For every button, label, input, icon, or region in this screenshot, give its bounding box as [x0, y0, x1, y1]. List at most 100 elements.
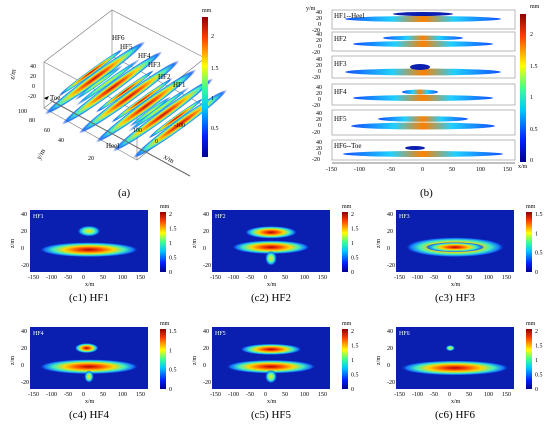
- panel-caption: (c1) HF1: [69, 292, 109, 304]
- b-tick: 20: [316, 117, 322, 123]
- colorbar: [342, 212, 348, 272]
- colorbar-tick: 2: [169, 212, 172, 218]
- x-tick: 100: [484, 392, 493, 398]
- colorbar-unit: mm: [160, 204, 170, 210]
- b-tick: 20: [316, 146, 322, 152]
- panel-c4: HF4 40 20 0 -20 z/m -150 -100 -50 0 50 100 150 x/m mm 1…: [10, 321, 177, 421]
- panel-a: HF6 HF5 HF4 HF3 HF2 HF1 Toe Heel z/m 40 …: [8, 8, 228, 199]
- panel-caption: (c3) HF3: [435, 292, 476, 304]
- x-tick: 50: [100, 275, 106, 281]
- heatmap-blob: [77, 225, 101, 237]
- x-tick: 100: [300, 392, 309, 398]
- colorbar-tick: 0: [169, 270, 172, 276]
- x-tick: 50: [282, 275, 288, 281]
- colorbar-tick: 0.5: [535, 251, 543, 257]
- x-tick: 150: [318, 275, 327, 281]
- x-tick: -150: [394, 275, 405, 281]
- x-tick: 100: [118, 392, 127, 398]
- heatmap-blob: [265, 369, 277, 384]
- panel-caption: (c5) HF5: [251, 409, 292, 421]
- x-tick: 50: [100, 392, 106, 398]
- b-tick: -20: [312, 75, 320, 81]
- a-z-tick-0: 40: [30, 64, 36, 70]
- x-tick: -50: [430, 392, 438, 398]
- heatmap-blob: [425, 242, 485, 253]
- b-x-tick-0: -150: [326, 167, 337, 173]
- colorbar-unit: mm: [342, 204, 352, 210]
- heatmap-tag: HF4: [33, 331, 44, 337]
- colorbar-tick: 0: [535, 387, 538, 393]
- z-tick: 40: [203, 212, 209, 218]
- heatmap-tag: HF3: [399, 214, 410, 220]
- z-tick: 20: [21, 229, 27, 235]
- b-tick: 0: [318, 97, 321, 103]
- colorbar-tick: 1: [535, 358, 538, 364]
- x-tick: -50: [246, 275, 254, 281]
- b-slice-2: HF2: [331, 31, 516, 52]
- a-x-label: x/m: [162, 153, 176, 166]
- x-tick: -50: [64, 275, 72, 281]
- heatmap-background: [396, 327, 514, 389]
- x-tick: 100: [300, 275, 309, 281]
- a-y-tick-1: 80: [29, 118, 35, 124]
- a-cb-tick-1: 1.5: [211, 66, 219, 72]
- x-tick: 0: [448, 392, 451, 398]
- x-tick: 100: [484, 275, 493, 281]
- heatmap-blob: [400, 360, 510, 376]
- x-tick: 0: [82, 392, 85, 398]
- z-tick: -20: [203, 263, 211, 269]
- x-tick: 150: [502, 275, 511, 281]
- b-tick: 40: [316, 10, 322, 16]
- a-cb-tick-0: 2: [211, 34, 214, 40]
- heatmap-blob: [445, 344, 455, 352]
- z-tick: 40: [387, 329, 393, 335]
- b-tick: 0: [318, 69, 321, 75]
- x-tick: 150: [318, 392, 327, 398]
- b-cb-tick-3: 0.5: [530, 127, 538, 133]
- colorbar-tick: 1: [535, 231, 538, 237]
- a-z-tick-1: 20: [30, 74, 36, 80]
- z-label: z/m: [376, 239, 382, 248]
- x-tick: 100: [118, 275, 127, 281]
- b-cb-tick-4: 0: [530, 158, 533, 164]
- heatmap-blob: [240, 343, 302, 355]
- a-hf2: HF2: [158, 73, 171, 81]
- a-cb-tick-3: 0.5: [211, 126, 219, 132]
- heatmap-blob: [232, 240, 310, 255]
- b-y-label: y/m: [306, 6, 316, 12]
- b-slice-label-4: HF4: [334, 88, 347, 96]
- b-slice-label-2: HF2: [334, 35, 347, 43]
- colorbar-tick: 1: [169, 348, 172, 354]
- toe-arrow-icon: [44, 96, 49, 100]
- b-tick: -20: [312, 50, 320, 56]
- x-tick: -50: [64, 392, 72, 398]
- b-colorbar: [520, 14, 526, 162]
- z-label: z/m: [192, 356, 198, 365]
- a-hf6: HF6: [112, 34, 125, 42]
- b-slice-label-1: HF1--Heel: [334, 12, 364, 20]
- z-tick: 0: [203, 246, 206, 252]
- heatmap-blob: [39, 359, 139, 375]
- heatmap-blob: [74, 343, 99, 354]
- b-slices: HF1--Heel HF2 HF3 HF4: [331, 9, 516, 161]
- heatmap-tag: HF1: [33, 214, 44, 220]
- z-tick: 20: [21, 346, 27, 352]
- z-tick: 20: [387, 346, 393, 352]
- x-label: x/m: [267, 282, 277, 288]
- a-hf1: HF1: [173, 81, 186, 89]
- a-y-tick-0: 100: [18, 109, 27, 115]
- a-toe: Toe: [50, 94, 60, 102]
- b-x-tick-3: 0: [421, 167, 424, 173]
- x-label: x/m: [267, 399, 277, 405]
- a-y-label: y/m: [35, 147, 48, 161]
- heatmap-blob: [84, 370, 94, 383]
- z-tick: 0: [21, 363, 24, 369]
- colorbar-tick: 0: [169, 387, 172, 393]
- b-tick: -20: [312, 103, 320, 109]
- b-cb-tick-2: 1: [530, 95, 533, 101]
- x-tick: 50: [282, 392, 288, 398]
- b-slice-3: HF3: [331, 55, 516, 79]
